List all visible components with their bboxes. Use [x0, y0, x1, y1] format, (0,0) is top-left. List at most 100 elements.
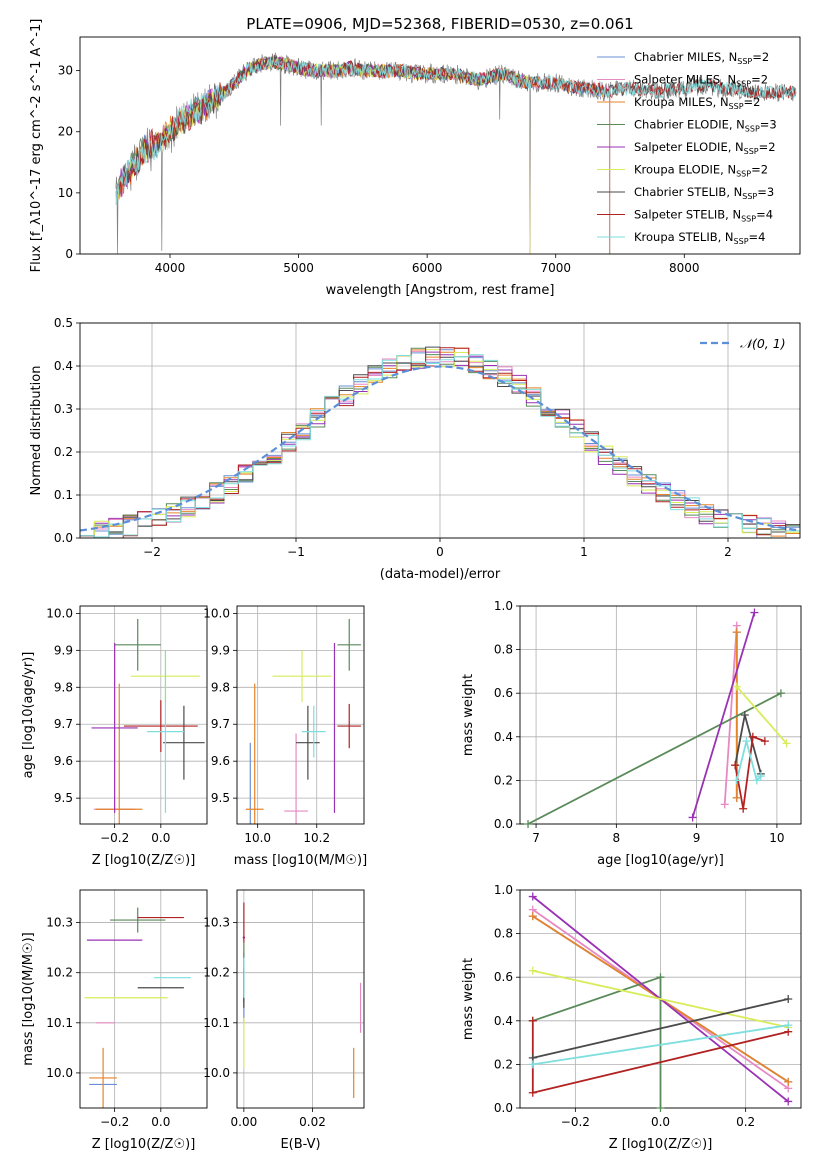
y-tick-label: 0.8 [494, 927, 513, 941]
x-tick-label: 4000 [155, 261, 186, 275]
weight-line-1 [723, 625, 738, 805]
y-tick-label: 9.9 [211, 643, 230, 657]
axes-frame [519, 605, 802, 825]
y-tick-label: 0.4 [494, 1014, 513, 1028]
axes-frame [79, 889, 208, 1109]
spectrum-legend: Chabrier MILES, NSSP=2 Salpeter MILES, NS… [597, 50, 777, 246]
weight-marker-2 [784, 1077, 793, 1086]
x-tick-label: 0.0 [151, 831, 170, 845]
axes: 4000 5000 6000 7000 8000 0 10 20 30 wavelength [A… [29, 19, 801, 298]
normal-reference-curve [80, 365, 800, 532]
weight-marker-7 [731, 761, 740, 770]
x-tick-label: −0.2 [561, 1115, 590, 1129]
x-axis-label: age [log10(age/yr)] [597, 853, 724, 868]
y-tick-label: 9.6 [211, 754, 230, 768]
weight-marker-5 [782, 739, 791, 748]
x-tick-label: 0.0 [151, 1115, 170, 1129]
y-tick-label: 0.0 [494, 817, 513, 831]
y-tick-label: 9.8 [54, 680, 73, 694]
weight-marker-5 [732, 682, 741, 691]
y-axis-label: mass weight [461, 958, 476, 1040]
x-axis-label: Z [log10(Z/Z☉)] [92, 1137, 196, 1152]
axes-frame [236, 889, 365, 1109]
weight-marker-7 [760, 737, 769, 746]
y-tick-label: 0.6 [494, 686, 513, 700]
legend-label-4: Salpeter ELODIE, NSSP=2 [634, 140, 776, 156]
plot-area [527, 612, 788, 824]
y-tick-label: 9.7 [211, 717, 230, 731]
model-line-5 [115, 56, 531, 254]
weight-marker-8 [784, 1021, 793, 1030]
y-tick-label: 10.0 [203, 1066, 230, 1080]
weight-marker-1 [720, 800, 729, 809]
y-tick-label: 20 [58, 125, 73, 139]
axes: 0.00 0.02 10.0 10.1 10.2 10.3 E(B-V) [203, 889, 365, 1152]
x-tick-label: 0.2 [736, 1115, 755, 1129]
x-tick-label: 0.0 [651, 1115, 670, 1129]
x-tick-label: −0.2 [100, 831, 129, 845]
grid [520, 605, 801, 825]
x-tick-label: 7000 [540, 261, 571, 275]
weight-line-8 [532, 1024, 789, 1066]
axes: −0.2 0.0 9.5 9.6 9.7 9.8 9.9 10.0 Z [log10(Z/Z☉)… [21, 605, 208, 868]
grid [80, 606, 207, 824]
y-tick-label: 1.0 [494, 883, 513, 897]
weight-line-7 [734, 735, 766, 809]
legend-label-1: Salpeter MILES, NSSP=2 [634, 73, 768, 89]
weight-marker-4 [528, 892, 537, 901]
axes-frame [79, 36, 801, 255]
weight-line-4 [691, 612, 756, 818]
plot-area [91, 618, 205, 824]
x-tick-label: 5000 [283, 261, 314, 275]
axes: −0.2 0.0 0.2 0.0 0.2 0.4 0.6 0.8 1.0 Z [log10(Z/Z… [461, 883, 802, 1152]
legend-label-normal: 𝒩(0, 1) [740, 336, 786, 351]
weight-marker-8 [732, 776, 741, 785]
x-tick-label: 10.2 [303, 831, 330, 845]
axes: 7 8 9 10 0.0 0.2 0.4 0.6 0.8 1.0 age [log10(age/yr… [461, 599, 802, 868]
figure-title: PLATE=0906, MJD=52368, FIBERID=0530, z=0… [246, 15, 633, 33]
y-tick-label: 9.5 [54, 791, 73, 805]
weight-marker-8 [752, 776, 761, 785]
x-tick-label: −2 [143, 545, 161, 559]
x-tick-label: −0.2 [100, 1115, 129, 1129]
y-tick-label: 9.9 [54, 643, 73, 657]
x-tick-label: 1 [580, 545, 588, 559]
y-tick-label: 0.8 [494, 643, 513, 657]
x-tick-label: 0 [436, 545, 444, 559]
panel-spectrum: 4000 5000 6000 7000 8000 0 10 20 30 wavelength [A… [29, 19, 801, 298]
model-line-8 [115, 56, 797, 206]
weight-line-8 [735, 740, 762, 783]
weight-marker-4 [784, 1097, 793, 1106]
weight-marker-8 [742, 737, 751, 746]
residual-legend: 𝒩(0, 1) [700, 336, 786, 351]
y-tick-label: 0.2 [54, 445, 73, 459]
x-tick-label: 8 [613, 831, 621, 845]
y-tick-label: 0.4 [54, 359, 73, 373]
y-tick-label: 0.3 [54, 402, 73, 416]
axes: −2 −1 0 1 2 0.0 0.1 0.2 0.3 0.4 0.5 (data-model)/er… [29, 316, 801, 582]
y-tick-label: 9.6 [54, 754, 73, 768]
y-tick-label: 0.2 [494, 1057, 513, 1071]
y-tick-label: 0.0 [494, 1101, 513, 1115]
weight-marker-3 [776, 689, 785, 698]
x-tick-label: 2 [724, 545, 732, 559]
weight-marker-8 [528, 1060, 537, 1069]
y-tick-label: 10.2 [203, 966, 230, 980]
weight-marker-3 [656, 1104, 665, 1112]
weight-marker-7 [528, 1088, 537, 1097]
y-axis-label: mass [log10(M/M☉)] [21, 932, 36, 1065]
y-tick-label: 0 [65, 247, 73, 261]
histogram-series-8 [80, 354, 800, 538]
legend-label-7: Salpeter STELIB, NSSP=4 [634, 208, 773, 224]
panel-mass_vs_EBV: 0.00 0.02 10.0 10.1 10.2 10.3 E(B-V) [203, 889, 365, 1152]
x-tick-label: 10.0 [244, 831, 271, 845]
x-tick-label: 9 [693, 831, 701, 845]
legend-label-0: Chabrier MILES, NSSP=2 [634, 50, 769, 66]
weight-marker-7 [739, 804, 748, 813]
weight-line-5 [532, 969, 789, 1029]
weight-marker-8 [756, 772, 765, 781]
y-tick-label: 10.1 [203, 1016, 230, 1030]
legend-label-5: Kroupa ELODIE, NSSP=2 [634, 163, 768, 179]
y-tick-label: 9.5 [211, 791, 230, 805]
